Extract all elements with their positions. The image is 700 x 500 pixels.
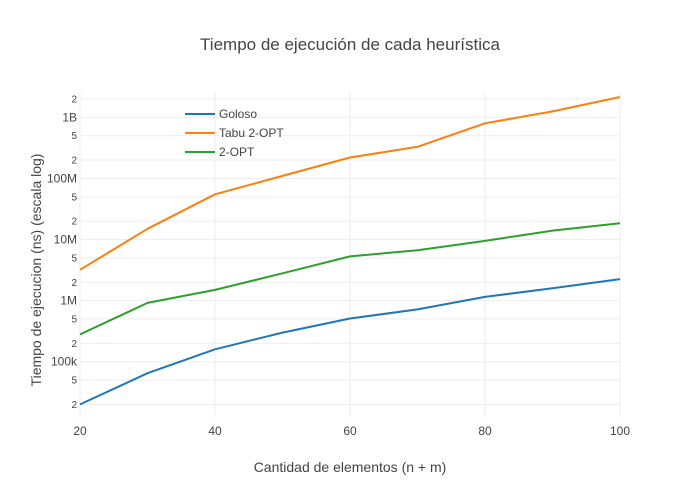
y-minor-tick-label: 2 (71, 156, 77, 167)
series-line-2-opt[interactable] (79, 222, 621, 336)
chart-title: Tiempo de ejecución de cada heurística (200, 35, 500, 54)
x-axis-title: Cantidad de elementos (n + m) (254, 459, 447, 475)
y-tick-label: 1B (62, 110, 77, 124)
x-tick-label: 60 (343, 424, 357, 438)
legend[interactable]: Goloso Tabu 2-OPT 2-OPT (185, 107, 284, 159)
y-minor-tick-label: 2 (71, 339, 77, 350)
y-minor-tick-label: 5 (71, 131, 77, 142)
y-tick-label: 100k (51, 355, 78, 369)
x-tick-label: 20 (73, 424, 87, 438)
legend-label-2-opt: 2-OPT (219, 145, 255, 159)
y-minor-tick-label: 2 (71, 217, 77, 228)
legend-label-tabu-2-opt: Tabu 2-OPT (219, 126, 284, 140)
y-tick-label: 1M (60, 294, 77, 308)
y-minor-tick-label: 5 (71, 192, 77, 203)
x-tick-label: 40 (208, 424, 222, 438)
y-minor-tick-label: 2 (71, 278, 77, 289)
y-minor-tick-label: 5 (71, 253, 77, 264)
series-lines (79, 96, 621, 406)
series-line-goloso[interactable] (79, 278, 621, 406)
legend-label-goloso: Goloso (219, 107, 257, 121)
x-tick-label: 100 (610, 424, 630, 438)
y-minor-tick-label: 2 (71, 94, 77, 105)
y-minor-tick-label: 2 (71, 400, 77, 411)
series-line-tabu-2-opt[interactable] (79, 96, 621, 271)
y-minor-tick-label: 5 (71, 315, 77, 326)
x-tick-label: 80 (478, 424, 492, 438)
y-tick-label: 100M (47, 171, 77, 185)
y-axis-title: Tiempo de ejecucion (ns) (escala log) (28, 154, 44, 387)
tick-labels: 20 40 60 80 100 100k 1M 10M 100M 1B 2 5 2 5 2 5 2 5 2 5 2 (47, 94, 630, 438)
y-minor-tick-label: 5 (71, 376, 77, 387)
y-tick-label: 10M (54, 233, 77, 247)
